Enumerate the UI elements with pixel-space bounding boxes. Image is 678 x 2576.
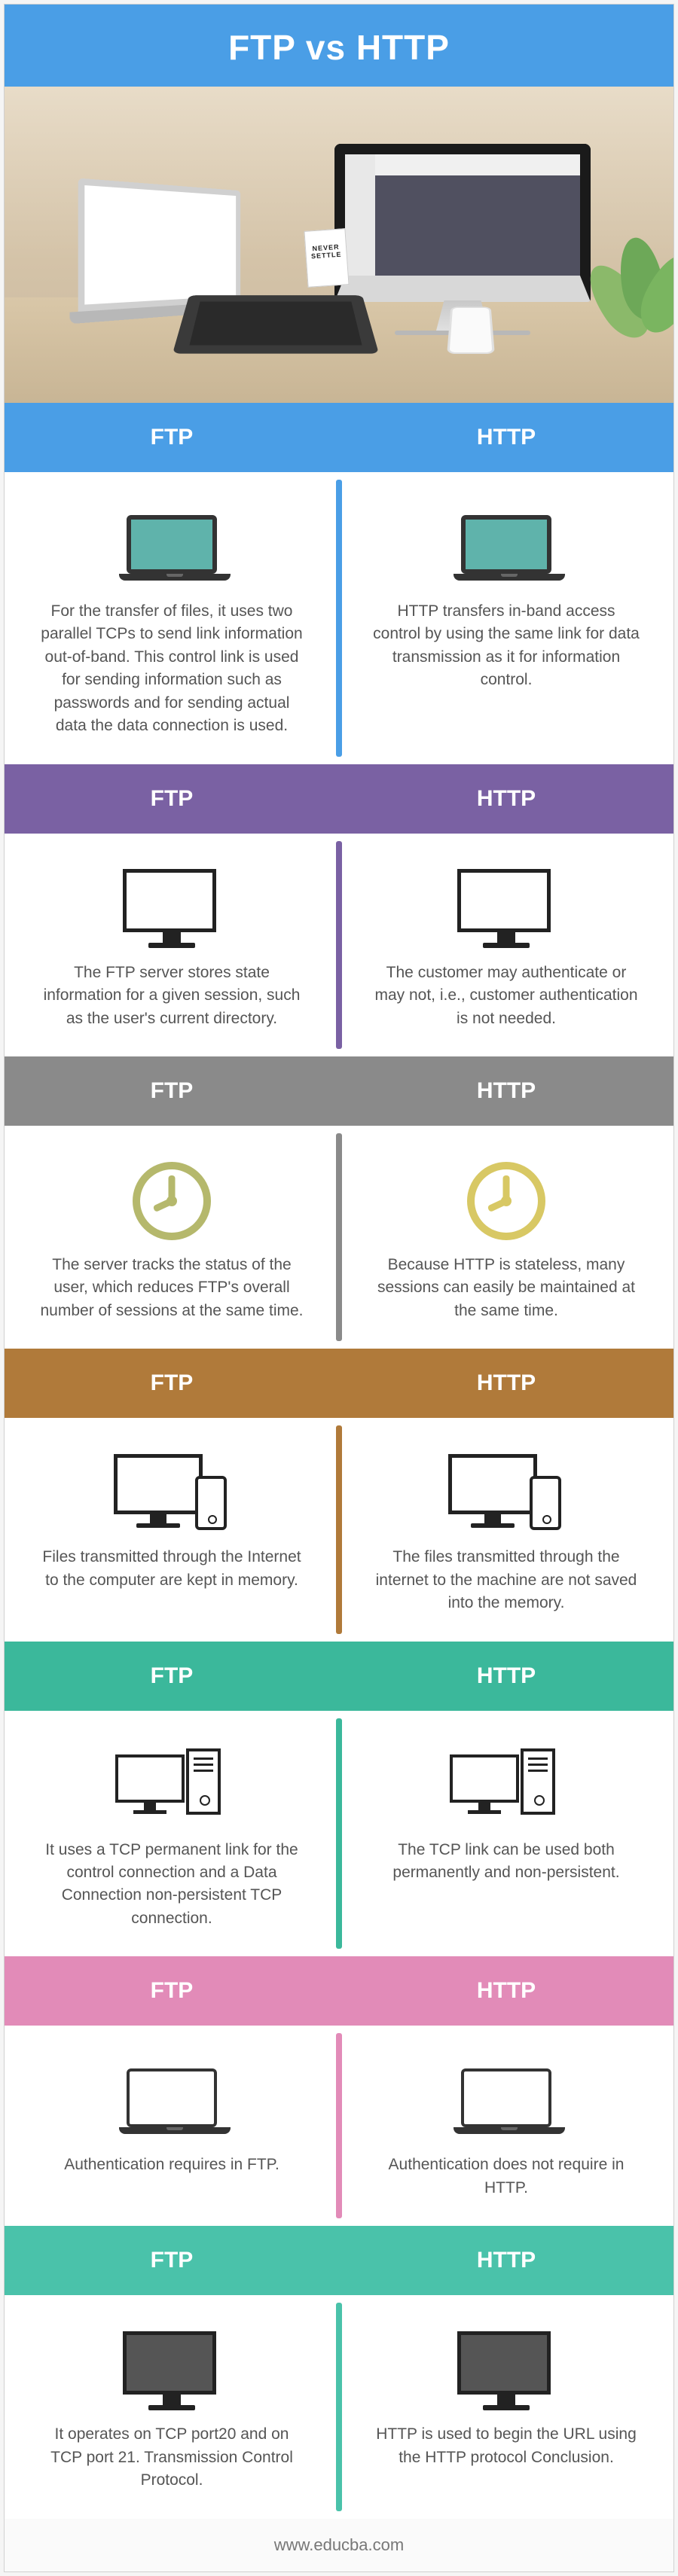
section-header: FTP HTTP [5, 1956, 673, 2026]
comparison-sections: FTP HTTP For the transfer of files, it u… [5, 403, 673, 2519]
http-column: The customer may authenticate or may not… [339, 856, 673, 1030]
page-title: FTP vs HTTP [5, 27, 673, 68]
http-description: Authentication does not require in HTTP. [373, 2154, 640, 2200]
header-http: HTTP [339, 1349, 673, 1418]
header-http: HTTP [339, 1056, 673, 1126]
ftp-description: It uses a TCP permanent link for the con… [38, 1839, 305, 1931]
http-column: Authentication does not require in HTTP. [339, 2048, 673, 2200]
section-divider [336, 841, 342, 1049]
http-description: The customer may authenticate or may not… [373, 962, 640, 1030]
ftp-description: For the transfer of files, it uses two p… [38, 600, 305, 738]
clock-icon [467, 1162, 545, 1240]
laptop-icon [454, 2068, 559, 2134]
ftp-description: It operates on TCP port20 and on TCP por… [38, 2423, 305, 2492]
http-column: HTTP transfers in-band access control by… [339, 495, 673, 738]
devices-icon [114, 1454, 231, 1533]
ftp-icon-wrap [119, 495, 224, 600]
section-body: For the transfer of files, it uses two p… [5, 472, 673, 764]
monitor-icon [457, 869, 555, 948]
header-ftp: FTP [5, 1642, 339, 1711]
server-icon [115, 1748, 228, 1824]
http-icon-wrap [457, 856, 555, 962]
section-divider [336, 480, 342, 757]
section-header: FTP HTTP [5, 1642, 673, 1711]
section-divider [336, 2033, 342, 2218]
http-column: Because HTTP is stateless, many sessions… [339, 1148, 673, 1322]
http-description: The TCP link can be used both permanentl… [373, 1839, 640, 1885]
section-divider [336, 1425, 342, 1633]
ftp-column: Files transmitted through the Internet t… [5, 1440, 339, 1614]
section-body: The server tracks the status of the user… [5, 1126, 673, 1349]
monitor-icon [123, 869, 221, 948]
header-ftp: FTP [5, 1956, 339, 2026]
http-icon-wrap [454, 495, 559, 600]
section-body: Files transmitted through the Internet t… [5, 1418, 673, 1641]
ftp-description: The server tracks the status of the user… [38, 1254, 305, 1322]
ftp-icon-wrap [123, 2318, 221, 2423]
header-ftp: FTP [5, 764, 339, 834]
devices-icon [448, 1454, 565, 1533]
ftp-description: Files transmitted through the Internet t… [38, 1546, 305, 1592]
ftp-column: The FTP server stores state information … [5, 856, 339, 1030]
section-divider [336, 2303, 342, 2510]
http-icon-wrap [457, 2318, 555, 2423]
ftp-icon-wrap [115, 1733, 228, 1839]
ftp-description: Authentication requires in FTP. [64, 2154, 279, 2176]
http-icon-wrap [467, 1148, 545, 1254]
section-divider [336, 1133, 342, 1341]
server-icon [450, 1748, 563, 1824]
ftp-column: It operates on TCP port20 and on TCP por… [5, 2318, 339, 2492]
ftp-icon-wrap [114, 1440, 231, 1546]
http-icon-wrap [454, 2048, 559, 2154]
header-ftp: FTP [5, 2226, 339, 2295]
http-description: The files transmitted through the intern… [373, 1546, 640, 1614]
title-bar: FTP vs HTTP [5, 5, 673, 87]
http-description: Because HTTP is stateless, many sessions… [373, 1254, 640, 1322]
footer-url: www.educba.com [274, 2535, 404, 2554]
section-body: Authentication requires in FTP. Authenti… [5, 2026, 673, 2226]
header-ftp: FTP [5, 1056, 339, 1126]
section-header: FTP HTTP [5, 1056, 673, 1126]
http-column: HTTP is used to begin the URL using the … [339, 2318, 673, 2492]
ftp-column: Authentication requires in FTP. [5, 2048, 339, 2200]
clock-icon [133, 1162, 211, 1240]
http-description: HTTP is used to begin the URL using the … [373, 2423, 640, 2469]
section-body: It uses a TCP permanent link for the con… [5, 1711, 673, 1957]
http-description: HTTP transfers in-band access control by… [373, 600, 640, 692]
http-icon-wrap [448, 1440, 565, 1546]
ftp-icon-wrap [119, 2048, 224, 2154]
ftp-icon-wrap [123, 856, 221, 962]
ftp-icon-wrap [133, 1148, 211, 1254]
ftp-column: The server tracks the status of the user… [5, 1148, 339, 1322]
ftp-column: It uses a TCP permanent link for the con… [5, 1733, 339, 1931]
section-header: FTP HTTP [5, 403, 673, 472]
header-ftp: FTP [5, 403, 339, 472]
header-http: HTTP [339, 403, 673, 472]
http-column: The files transmitted through the intern… [339, 1440, 673, 1614]
monitor-icon [123, 2331, 221, 2410]
header-ftp: FTP [5, 1349, 339, 1418]
ftp-column: For the transfer of files, it uses two p… [5, 495, 339, 738]
section-divider [336, 1718, 342, 1950]
footer: www.educba.com [5, 2519, 673, 2571]
laptop-icon [119, 515, 224, 581]
header-http: HTTP [339, 764, 673, 834]
section-body: The FTP server stores state information … [5, 834, 673, 1056]
monitor-icon [457, 2331, 555, 2410]
header-http: HTTP [339, 1642, 673, 1711]
laptop-icon [454, 515, 559, 581]
ftp-description: The FTP server stores state information … [38, 962, 305, 1030]
section-header: FTP HTTP [5, 1349, 673, 1418]
http-column: The TCP link can be used both permanentl… [339, 1733, 673, 1931]
header-http: HTTP [339, 1956, 673, 2026]
laptop-icon [119, 2068, 224, 2134]
section-body: It operates on TCP port20 and on TCP por… [5, 2295, 673, 2518]
section-header: FTP HTTP [5, 2226, 673, 2295]
header-http: HTTP [339, 2226, 673, 2295]
section-header: FTP HTTP [5, 764, 673, 834]
hero-image [5, 87, 673, 403]
infographic-container: FTP vs HTTP FTP HTTP [4, 4, 674, 2572]
http-icon-wrap [450, 1733, 563, 1839]
